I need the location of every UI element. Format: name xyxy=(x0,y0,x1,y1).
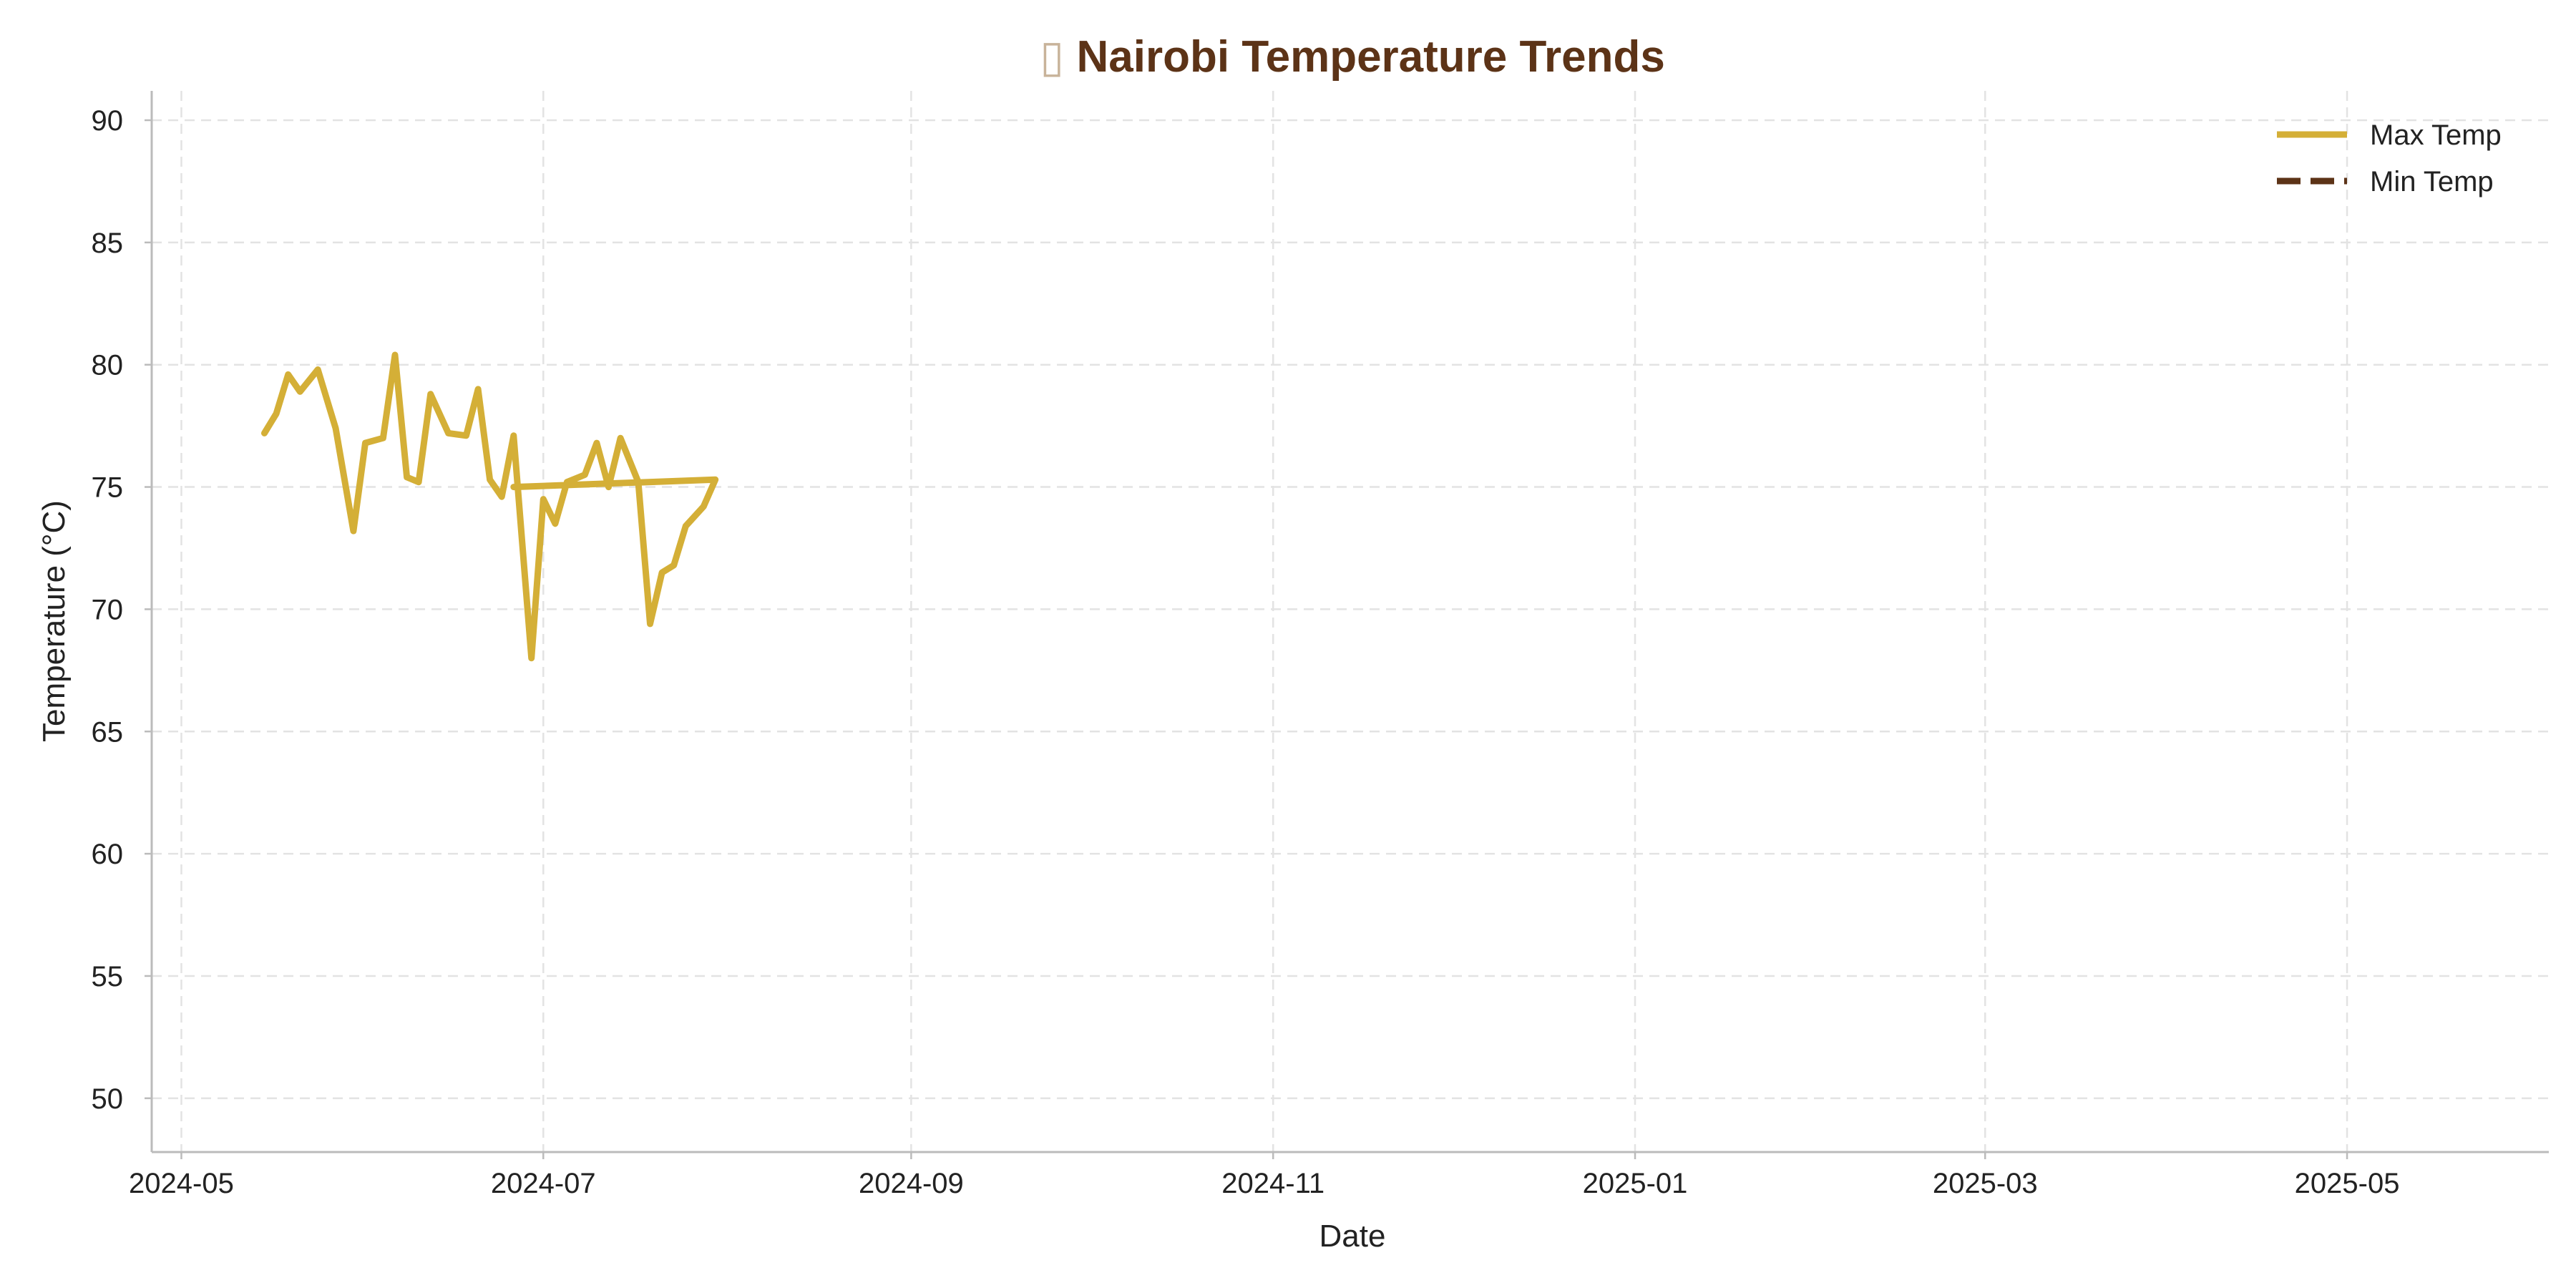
grid-lines xyxy=(152,91,2549,1152)
thermometer-icon: ▯ xyxy=(1040,32,1076,82)
y-tick-label: 90 xyxy=(92,105,124,137)
y-tick-label: 65 xyxy=(92,716,124,748)
x-tick-label: 2024-05 xyxy=(129,1168,234,1199)
y-tick-label: 75 xyxy=(92,472,124,504)
y-tick-label: 70 xyxy=(92,594,124,625)
y-tick-label: 80 xyxy=(92,350,124,381)
chart-title-text: Nairobi Temperature Trends xyxy=(1077,32,1665,82)
x-tick-label: 2025-03 xyxy=(1933,1168,2038,1199)
chart-title: ▯ Nairobi Temperature Trends xyxy=(1040,32,1665,82)
tick-labels: 50 55 60 65 70 75 80 85 90 2024-05 2024-07 2024-09 2… xyxy=(92,105,2400,1199)
series-lines xyxy=(261,351,719,662)
axes xyxy=(145,91,2549,1159)
legend-label-min-temp: Min Temp xyxy=(2370,166,2494,197)
x-tick-label: 2024-07 xyxy=(491,1168,596,1199)
x-tick-label: 2025-01 xyxy=(1583,1168,1688,1199)
y-tick-label: 50 xyxy=(92,1083,124,1115)
legend-label-max-temp: Max Temp xyxy=(2370,119,2502,151)
series-line-max-temp xyxy=(261,351,719,662)
x-axis-title: Date xyxy=(1319,1219,1386,1254)
y-tick-label: 85 xyxy=(92,228,124,259)
y-axis-title: Temperature (°C) xyxy=(36,500,72,742)
x-tick-label: 2025-05 xyxy=(2295,1168,2400,1199)
x-tick-label: 2024-11 xyxy=(1221,1168,1324,1199)
x-tick-label: 2024-09 xyxy=(859,1168,964,1199)
y-tick-label: 60 xyxy=(92,839,124,870)
y-tick-label: 55 xyxy=(92,961,124,992)
legend: Max Temp Min Temp xyxy=(2277,119,2502,197)
